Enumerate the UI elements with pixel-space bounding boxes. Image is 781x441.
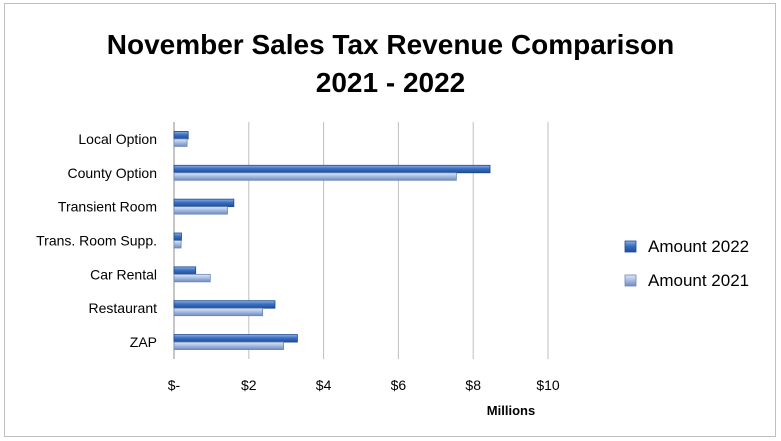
category-label: ZAP	[130, 334, 157, 350]
bar-amount-2022	[173, 232, 182, 241]
bar-amount-2021	[173, 172, 457, 181]
legend: Amount 2022 Amount 2021	[624, 237, 749, 290]
bar-amount-2021	[173, 206, 228, 215]
bar-amount-2022	[173, 131, 189, 140]
category-label: Trans. Room Supp.	[36, 233, 157, 249]
legend-label: Amount 2022	[648, 237, 749, 256]
x-tick-label: $10	[536, 377, 560, 393]
bars	[173, 131, 491, 350]
bar-amount-2022	[173, 198, 235, 208]
bar-amount-2021	[173, 341, 284, 350]
legend-label: Amount 2021	[648, 271, 749, 290]
legend-swatch	[624, 274, 637, 287]
chart-title: November Sales Tax Revenue Comparison	[106, 29, 675, 60]
chart-subtitle: 2021 - 2022	[315, 67, 466, 98]
bar-amount-2022	[173, 300, 276, 309]
x-tick-label: $6	[391, 377, 407, 393]
gridlines	[173, 122, 549, 359]
x-axis-title: Millions	[487, 403, 535, 418]
category-label: Local Option	[78, 131, 157, 147]
bar-amount-2021	[173, 240, 182, 249]
category-label: Restaurant	[89, 300, 158, 316]
x-tick-label: $4	[316, 377, 332, 393]
bar-amount-2021	[173, 307, 264, 317]
bar-amount-2021	[173, 138, 188, 147]
category-label: Car Rental	[90, 266, 157, 282]
x-tick-label: $2	[241, 377, 257, 393]
x-tick-label: $8	[465, 377, 481, 393]
x-tick-labels: $- $2 $4 $6 $8 $10	[168, 377, 560, 393]
bar-amount-2022	[173, 266, 197, 275]
legend-swatch	[624, 240, 637, 253]
bar-amount-2021	[173, 273, 211, 283]
bar-amount-2022	[173, 164, 491, 174]
bar-amount-2022	[173, 334, 298, 343]
category-label: Transient Room	[58, 199, 157, 215]
category-labels: Local Option County Option Transient Room T…	[36, 131, 157, 350]
chart-frame	[4, 3, 776, 437]
x-tick-label: $-	[168, 377, 181, 393]
category-label: County Option	[68, 165, 158, 181]
